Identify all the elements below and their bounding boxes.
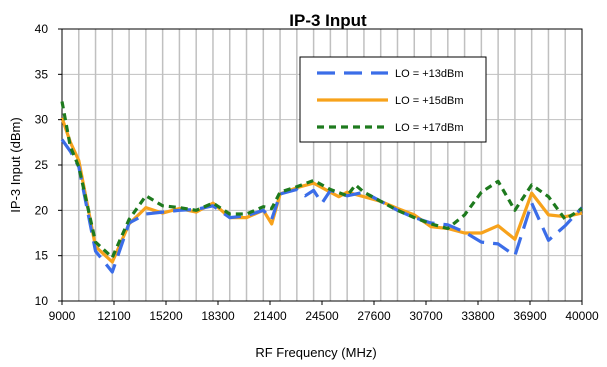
series-line-lo-17dbm — [60, 101, 583, 260]
y-tick-label: 40 — [35, 22, 49, 36]
y-tick-label: 35 — [35, 67, 49, 81]
series-lines — [60, 101, 584, 274]
chart-title: IP-3 Input — [289, 11, 367, 30]
x-tick-label: 9000 — [49, 309, 76, 323]
y-tick-label: 10 — [35, 294, 49, 308]
x-tick-label: 21400 — [253, 309, 287, 323]
x-tick-label: 27600 — [357, 309, 391, 323]
x-tick-label: 18300 — [201, 309, 235, 323]
y-tick-label: 25 — [35, 158, 49, 172]
series-line-lo-15dbm — [60, 117, 583, 264]
y-tick-label: 15 — [35, 249, 49, 263]
legend-label: LO = +15dBm — [395, 95, 464, 107]
x-tick-label: 30700 — [409, 309, 443, 323]
x-tick-label: 36900 — [513, 309, 547, 323]
legend-label: LO = +17dBm — [395, 122, 464, 134]
y-axis-label: IP-3 Input (dBm) — [8, 117, 23, 212]
y-tick-label: 30 — [35, 113, 49, 127]
x-tick-label: 24500 — [305, 309, 339, 323]
tick-labels: 9000 12100 15200 18300 21400 24500 27600 30700 3… — [35, 22, 599, 323]
x-tick-label: 40000 — [565, 309, 599, 323]
grid-lines — [62, 29, 582, 301]
x-tick-label: 33800 — [461, 309, 495, 323]
x-tick-label: 15200 — [149, 309, 183, 323]
x-tick-label: 12100 — [97, 309, 131, 323]
series-line-lo-13dbm — [60, 138, 584, 274]
legend: LO = +13dBm LO = +15dBm LO = +17dBm — [299, 56, 487, 143]
legend-label: LO = +13dBm — [395, 68, 464, 80]
x-axis-label: RF Frequency (MHz) — [255, 345, 376, 360]
y-tick-label: 20 — [35, 203, 49, 217]
